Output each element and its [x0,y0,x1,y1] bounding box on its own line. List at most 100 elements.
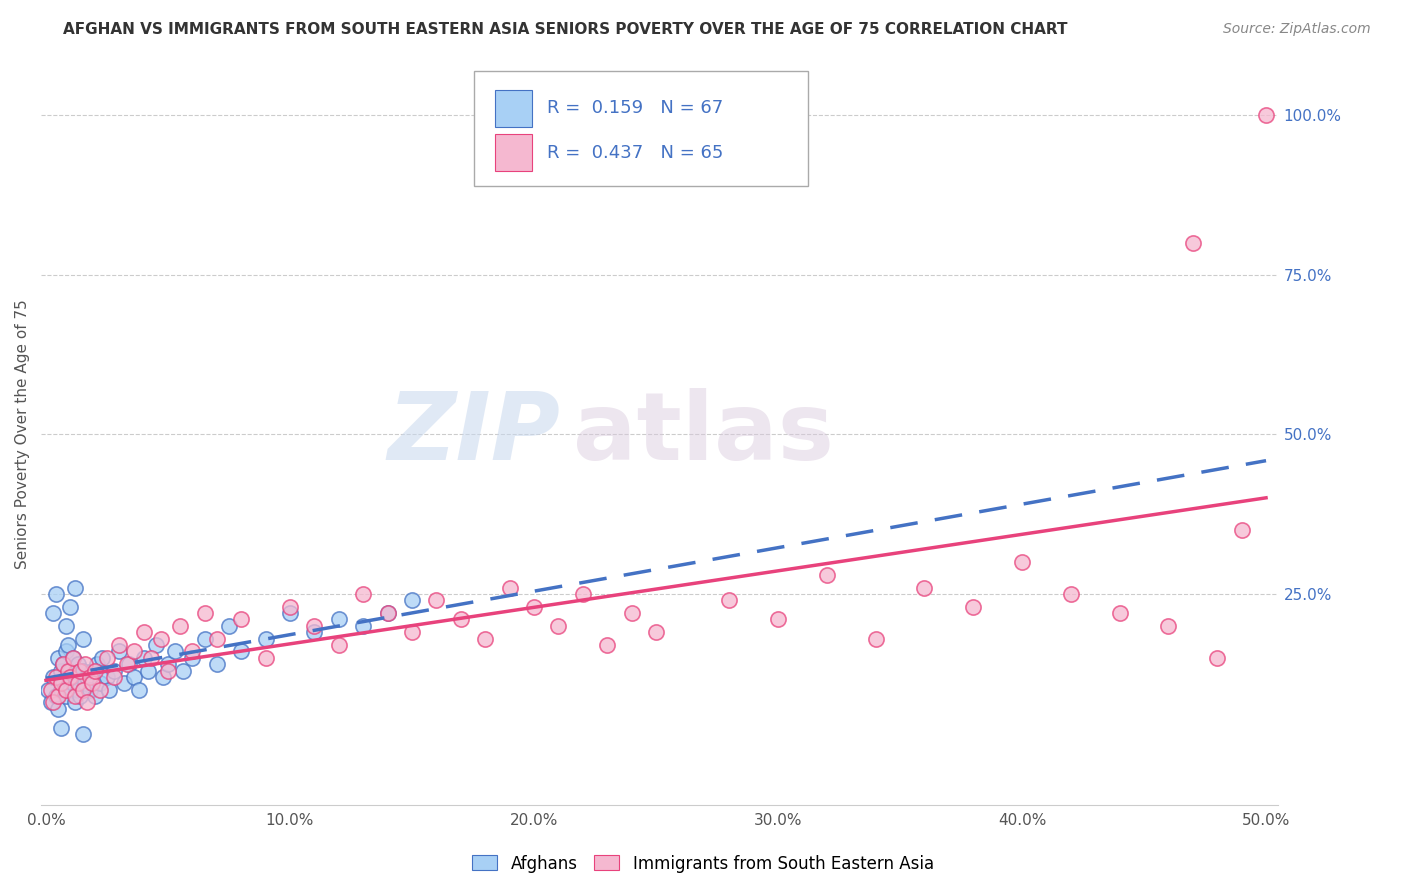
Point [65,696,87,710]
Point [59,599,82,614]
Legend: Afghans, Immigrants from South Eastern Asia: Afghans, Immigrants from South Eastern A… [465,848,941,880]
Point [304,625,326,640]
Point [1011,555,1033,569]
Point [56,664,79,678]
Point [1181,235,1204,250]
Point [181,644,204,658]
Point [139,650,162,665]
Point [56,638,79,652]
Point [205,632,228,646]
Point [231,612,253,626]
Point [72,727,94,741]
Point [1108,606,1130,620]
Point [596,638,619,652]
Text: atlas: atlas [574,388,834,480]
Point [62,650,84,665]
Point [45,670,67,684]
Point [181,650,204,665]
Point [523,599,546,614]
Point [96,650,118,665]
Point [231,644,253,658]
Point [79,682,101,697]
Point [65,581,87,595]
Point [73,676,96,690]
Text: ZIP: ZIP [388,388,561,480]
Point [218,619,240,633]
Point [69,664,91,678]
Point [69,689,91,703]
Point [1206,650,1229,665]
Point [450,612,472,626]
Point [86,657,108,672]
Point [56,670,79,684]
Point [89,676,111,690]
Point [156,657,179,672]
Point [108,644,131,658]
Point [401,625,423,640]
Point [572,587,595,601]
Point [1254,108,1277,122]
Point [89,682,111,697]
Point [138,664,160,678]
Point [128,682,150,697]
Point [132,650,155,665]
Point [59,664,82,678]
Point [865,632,887,646]
Point [39,682,62,697]
Point [962,599,984,614]
Point [49,682,72,697]
Point [98,682,121,697]
Point [66,676,89,690]
Point [1060,587,1083,601]
Point [498,581,520,595]
FancyBboxPatch shape [495,135,533,171]
Text: R =  0.159   N = 67: R = 0.159 N = 67 [547,100,723,118]
Point [169,619,191,633]
Text: R =  0.437   N = 65: R = 0.437 N = 65 [547,144,724,162]
Point [55,689,77,703]
Point [149,632,172,646]
Point [377,606,399,620]
Point [55,644,77,658]
Point [156,664,179,678]
Point [328,638,350,652]
Point [145,638,167,652]
Point [66,657,89,672]
Point [72,632,94,646]
Point [49,676,72,690]
Point [278,606,301,620]
Point [278,599,301,614]
Point [82,664,104,678]
Point [377,606,399,620]
Point [46,689,69,703]
Point [72,664,94,678]
Point [65,689,87,703]
Point [59,682,82,697]
Point [52,657,75,672]
Point [766,612,789,626]
Point [49,664,72,678]
Text: AFGHAN VS IMMIGRANTS FROM SOUTH EASTERN ASIA SENIORS POVERTY OVER THE AGE OF 75 : AFGHAN VS IMMIGRANTS FROM SOUTH EASTERN … [63,22,1067,37]
Point [718,593,741,607]
Point [103,670,125,684]
Point [96,670,118,684]
Point [108,638,131,652]
Point [59,670,82,684]
Point [39,696,62,710]
Point [401,593,423,607]
Point [42,670,65,684]
Point [1157,619,1180,633]
Point [172,664,194,678]
Point [815,567,838,582]
Point [62,676,84,690]
Point [205,657,228,672]
Point [83,689,105,703]
Point [115,657,138,672]
Point [46,702,69,716]
Point [73,657,96,672]
Point [118,657,141,672]
Point [1230,523,1253,537]
Point [82,676,104,690]
Point [79,670,101,684]
Point [65,670,87,684]
